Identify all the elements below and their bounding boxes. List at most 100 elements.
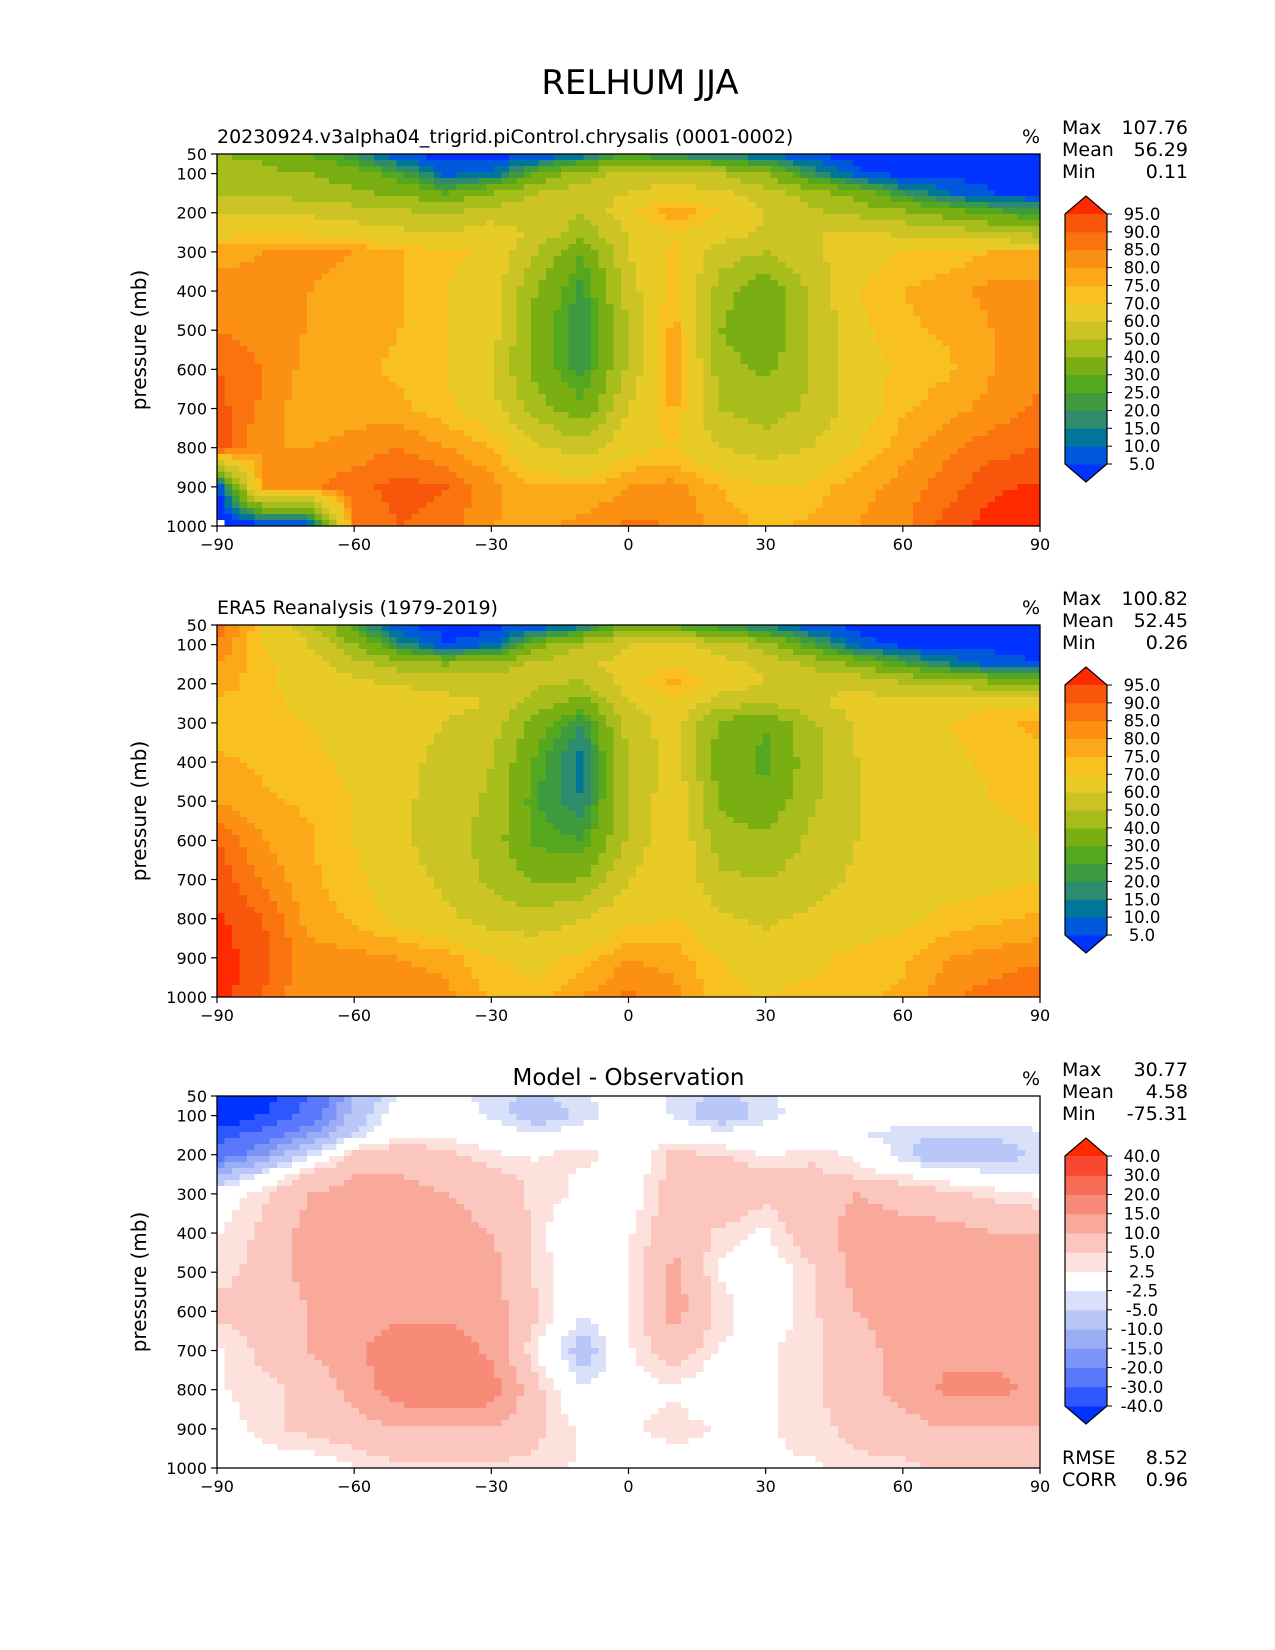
heatmap-cell: [299, 232, 308, 239]
heatmap-cell: [306, 202, 315, 209]
heatmap-cell: [538, 292, 547, 299]
heatmap-cell: [583, 412, 592, 419]
heatmap-cell: [546, 298, 555, 305]
heatmap-cell: [471, 364, 480, 371]
heatmap-cell: [284, 190, 293, 197]
heatmap-cell: [808, 406, 817, 413]
heatmap-cell: [665, 304, 674, 311]
heatmap-cell: [366, 340, 375, 347]
heatmap-cell: [486, 256, 495, 263]
heatmap-cell: [531, 178, 540, 185]
heatmap-cell: [396, 202, 405, 209]
heatmap-cell: [433, 154, 443, 161]
heatmap-cell: [972, 250, 981, 257]
heatmap-cell: [695, 160, 704, 167]
heatmap-cell: [568, 154, 577, 161]
heatmap-cell: [635, 184, 645, 191]
heatmap-cell: [486, 184, 495, 191]
heatmap-cell: [972, 376, 981, 383]
heatmap-cell: [1032, 412, 1041, 419]
heatmap-cell: [837, 208, 847, 215]
heatmap-cell: [284, 394, 293, 401]
heatmap-cell: [344, 274, 353, 281]
heatmap-cell: [254, 220, 263, 227]
heatmap-cell: [643, 394, 652, 401]
heatmap-cell: [643, 304, 652, 311]
heatmap-cell: [808, 286, 817, 293]
heatmap-cell: [710, 226, 719, 233]
heatmap-cell: [396, 184, 405, 191]
heatmap-cell: [486, 154, 495, 161]
heatmap-cell: [426, 388, 435, 395]
heatmap-cell: [755, 376, 764, 383]
heatmap-cell: [1032, 400, 1041, 407]
heatmap-cell: [606, 244, 615, 251]
heatmap-cell: [606, 184, 615, 191]
heatmap-cell: [860, 268, 869, 275]
heatmap-cell: [613, 340, 622, 347]
heatmap-cell: [718, 226, 727, 233]
heatmap-cell: [621, 352, 630, 359]
heatmap-cell: [658, 346, 667, 353]
heatmap-cell: [823, 364, 832, 371]
heatmap-cell: [508, 298, 517, 305]
heatmap-cell: [299, 226, 308, 233]
heatmap-cell: [553, 220, 562, 227]
heatmap-cell: [621, 202, 630, 209]
heatmap-cell: [493, 256, 502, 263]
heatmap-cell: [995, 412, 1004, 419]
heatmap-cell: [725, 214, 734, 221]
heatmap-cell: [291, 322, 300, 329]
heatmap-cell: [508, 352, 517, 359]
heatmap-cell: [823, 346, 832, 353]
heatmap-cell: [740, 328, 749, 335]
heatmap-cell: [291, 352, 300, 359]
heatmap-cell: [755, 232, 764, 239]
heatmap-cell: [845, 388, 854, 395]
heatmap-cell: [688, 262, 697, 269]
heatmap-cell: [231, 196, 241, 203]
heatmap-cell: [591, 172, 600, 179]
heatmap-cell: [942, 208, 951, 215]
heatmap-cell: [254, 328, 263, 335]
heatmap-cell: [800, 202, 809, 209]
heatmap-cell: [628, 412, 637, 419]
heatmap-cell: [448, 238, 458, 245]
heatmap-cell: [905, 322, 914, 329]
heatmap-cell: [972, 178, 981, 185]
heatmap-cell: [359, 370, 368, 377]
heatmap-cell: [269, 178, 278, 185]
heatmap-cell: [246, 424, 256, 431]
heatmap-cell: [688, 208, 697, 215]
heatmap-cell: [703, 382, 712, 389]
heatmap-cell: [800, 238, 809, 245]
heatmap-cell: [463, 154, 472, 161]
heatmap-cell: [770, 214, 779, 221]
heatmap-cell: [523, 322, 532, 329]
heatmap-cell: [658, 238, 667, 245]
heatmap-cell: [269, 286, 278, 293]
heatmap-cell: [1002, 184, 1011, 191]
heatmap-cell: [628, 196, 637, 203]
heatmap-cell: [381, 286, 390, 293]
heatmap-cell: [359, 292, 368, 299]
heatmap-cell: [823, 220, 832, 227]
heatmap-cell: [935, 406, 944, 413]
heatmap-cell: [419, 256, 428, 263]
heatmap-cell: [987, 298, 996, 305]
heatmap-cell: [628, 394, 637, 401]
heatmap-cell: [1017, 370, 1026, 377]
heatmap-cell: [433, 418, 443, 425]
heatmap-cell: [688, 250, 697, 257]
heatmap-cell: [613, 214, 622, 221]
heatmap-cell: [276, 400, 285, 407]
heatmap-cell: [508, 358, 517, 365]
heatmap-cell: [583, 316, 592, 323]
heatmap-cell: [897, 178, 906, 185]
heatmap-cell: [344, 178, 353, 185]
heatmap-cell: [957, 394, 966, 401]
heatmap-cell: [583, 250, 592, 257]
heatmap-cell: [456, 346, 465, 353]
heatmap-cell: [823, 286, 832, 293]
heatmap-cell: [516, 376, 525, 383]
